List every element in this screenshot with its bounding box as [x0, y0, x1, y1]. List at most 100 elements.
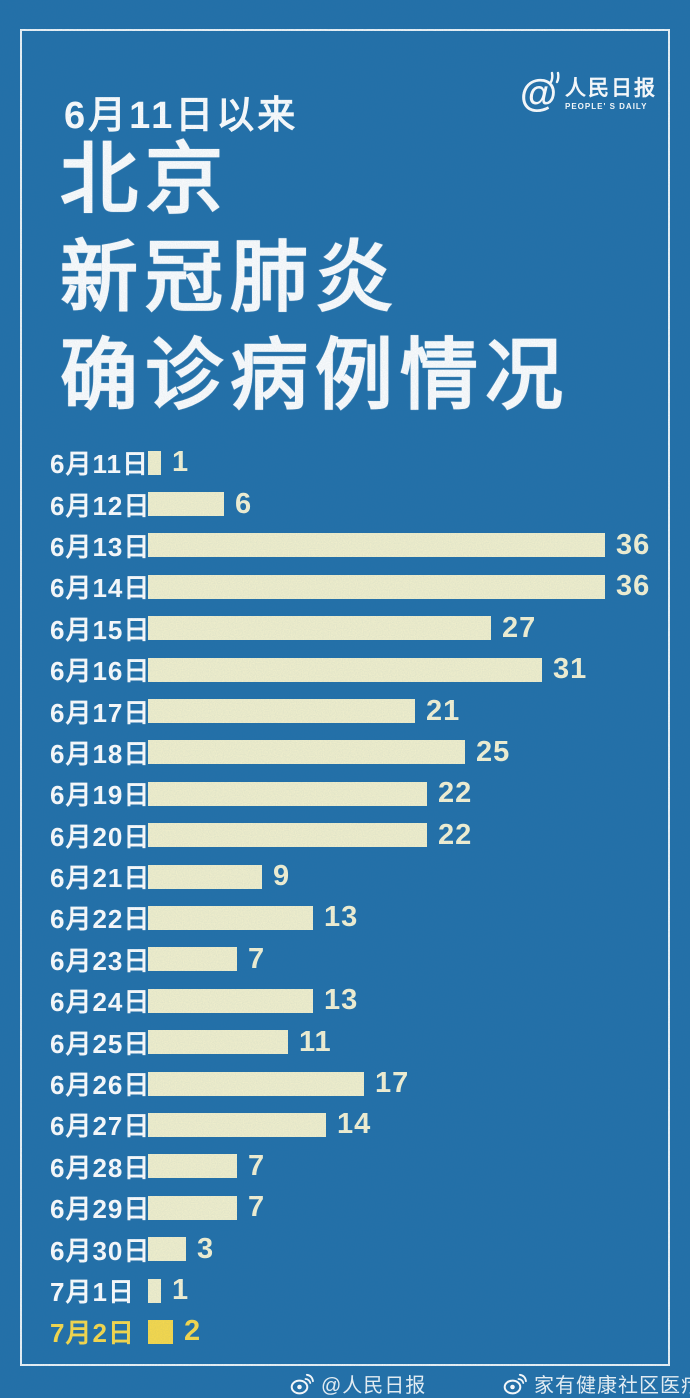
chart-row: 6月16日 31	[50, 649, 675, 690]
chart-row: 6月13日 36	[50, 525, 675, 566]
row-date-label: 6月28日	[50, 1152, 151, 1183]
row-bar	[148, 1319, 173, 1344]
chart-row: 6月29日 7	[50, 1187, 675, 1228]
chart-row: 6月20日 22	[50, 815, 675, 856]
watermark-text: 家有健康社区医疗	[534, 1375, 690, 1397]
row-value-label: 13	[324, 984, 359, 1017]
page-title: 北京 新冠肺炎 确诊病例情况	[60, 130, 570, 424]
peoples-daily-logo: @ 人民日报 PEOPLE' S DAILY	[520, 71, 657, 118]
row-date-label: 6月30日	[50, 1235, 151, 1266]
row-value-label: 7	[248, 1149, 266, 1182]
row-value-label: 7	[248, 942, 266, 975]
row-value-label: 13	[324, 901, 359, 934]
row-value-label: 14	[337, 1108, 372, 1141]
chart-row: 6月23日 7	[50, 939, 675, 980]
row-bar	[148, 1195, 237, 1220]
row-value-label: 6	[235, 487, 253, 520]
row-value-label: 22	[438, 777, 473, 810]
row-value-label: 22	[438, 818, 473, 851]
row-bar	[148, 1154, 237, 1179]
row-date-label: 6月29日	[50, 1194, 151, 1225]
chart-row: 6月22日 13	[50, 897, 675, 938]
at-icon: @	[520, 71, 560, 118]
row-date-label: 6月24日	[50, 987, 151, 1018]
row-date-label: 6月18日	[50, 738, 151, 769]
chart-row: 6月24日 13	[50, 980, 675, 1021]
quote-marks-icon	[549, 71, 560, 84]
chart-row: 6月28日 7	[50, 1146, 675, 1187]
row-bar	[148, 947, 237, 972]
row-bar	[148, 533, 605, 558]
row-bar	[148, 1071, 364, 1096]
row-bar	[148, 988, 313, 1013]
chart-row: 6月15日 27	[50, 608, 675, 649]
chart-row: 6月27日 14	[50, 1104, 675, 1145]
row-value-label: 7	[248, 1191, 266, 1224]
row-bar	[148, 699, 415, 724]
chart-row: 6月26日 17	[50, 1063, 675, 1104]
chart-row: 6月11日 1	[50, 442, 675, 483]
row-date-label: 6月12日	[50, 490, 151, 521]
row-date-label: 7月2日	[50, 1318, 135, 1349]
watermark-community-health: 家有健康社区医疗	[503, 1369, 690, 1398]
row-value-label: 1	[172, 446, 190, 479]
row-date-label: 6月25日	[50, 1028, 151, 1059]
row-value-label: 9	[273, 860, 291, 893]
title-line-1: 北京	[60, 135, 231, 223]
row-value-label: 27	[502, 611, 537, 644]
row-value-label: 3	[197, 1232, 215, 1265]
row-value-label: 11	[299, 1025, 332, 1058]
row-value-label: 36	[616, 528, 651, 561]
chart-row: 6月14日 36	[50, 566, 675, 607]
row-date-label: 6月16日	[50, 656, 151, 687]
row-bar	[148, 1278, 161, 1303]
row-bar	[148, 574, 605, 599]
row-bar	[148, 864, 262, 889]
row-value-label: 25	[476, 735, 511, 768]
title-line-3: 确诊病例情况	[60, 331, 571, 419]
row-date-label: 7月1日	[50, 1277, 135, 1307]
chart-row: 7月1日 1	[50, 1270, 675, 1311]
chart-row: 6月18日 25	[50, 732, 675, 773]
row-bar	[148, 1112, 326, 1137]
row-date-label: 6月23日	[50, 945, 151, 976]
row-date-label: 6月13日	[50, 531, 151, 562]
row-date-label: 6月26日	[50, 1070, 151, 1101]
row-bar	[148, 823, 427, 848]
row-date-label: 6月19日	[50, 780, 151, 811]
watermark-text: @人民日报	[321, 1375, 427, 1397]
chart-row: 6月30日 3	[50, 1228, 675, 1269]
row-bar	[148, 781, 427, 806]
bar-chart: 6月11日 1 6月12日 6 6月13日 36 6月14日 36 6月15日 27 6月16日 31…	[50, 442, 675, 1353]
watermark-peoples-daily: @人民日报	[290, 1369, 426, 1398]
row-date-label: 6月22日	[50, 904, 151, 935]
row-date-label: 6月21日	[50, 863, 151, 894]
row-value-label: 17	[375, 1067, 410, 1100]
logo-cn-text: 人民日报	[565, 77, 657, 100]
chart-row: 6月19日 22	[50, 773, 675, 814]
row-date-label: 6月15日	[50, 614, 151, 645]
row-date-label: 6月14日	[50, 573, 151, 604]
footer-watermarks: @人民日报 家有健康社区医疗	[0, 1367, 690, 1398]
weibo-icon	[503, 1373, 527, 1394]
row-bar	[148, 905, 313, 930]
row-bar	[148, 616, 491, 641]
row-value-label: 1	[172, 1274, 190, 1306]
weibo-icon	[290, 1373, 314, 1394]
row-value-label: 2	[184, 1315, 202, 1348]
row-value-label: 31	[553, 653, 588, 686]
row-date-label: 6月20日	[50, 821, 151, 852]
chart-row: 6月25日 11	[50, 1021, 675, 1062]
row-bar	[148, 1237, 186, 1262]
chart-row: 6月21日 9	[50, 856, 675, 897]
row-bar	[148, 1030, 288, 1055]
chart-row: 6月12日 6	[50, 483, 675, 524]
row-bar	[148, 492, 224, 517]
logo-en-text: PEOPLE' S DAILY	[565, 102, 648, 111]
logo-text: 人民日报 PEOPLE' S DAILY	[565, 77, 657, 112]
row-date-label: 6月11日	[50, 449, 149, 480]
row-date-label: 6月17日	[50, 697, 151, 728]
row-value-label: 21	[426, 694, 461, 727]
chart-row: 7月2日 2	[50, 1311, 675, 1352]
